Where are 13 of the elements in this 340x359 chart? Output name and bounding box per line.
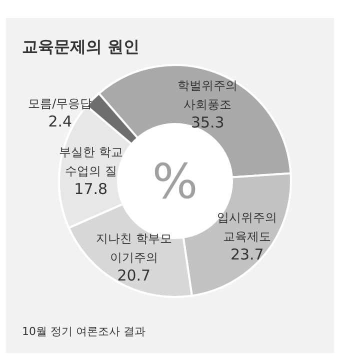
slice-label: 모름/무응답 <box>28 96 92 111</box>
text: % <box>152 154 198 210</box>
slice-label: 입시위주의 교육제도 <box>217 210 278 244</box>
data-label: 17.8 <box>74 180 108 198</box>
data-label: 2.4 <box>48 112 72 131</box>
data-label: 23.7 <box>230 245 264 264</box>
slice-label: 부실한 학교 수업의 질 <box>58 144 123 178</box>
data-label: 35.3 <box>190 114 224 132</box>
data-label: 20.7 <box>117 266 151 284</box>
slice-label: 학벌위주의 사회풍조 <box>178 78 238 112</box>
chart-title: 교육문제의 원인 <box>22 37 140 56</box>
text: 10월 정기 여론조사 결과 <box>22 325 146 338</box>
slice-label: 지나친 학부모 이기주의 <box>96 231 172 264</box>
